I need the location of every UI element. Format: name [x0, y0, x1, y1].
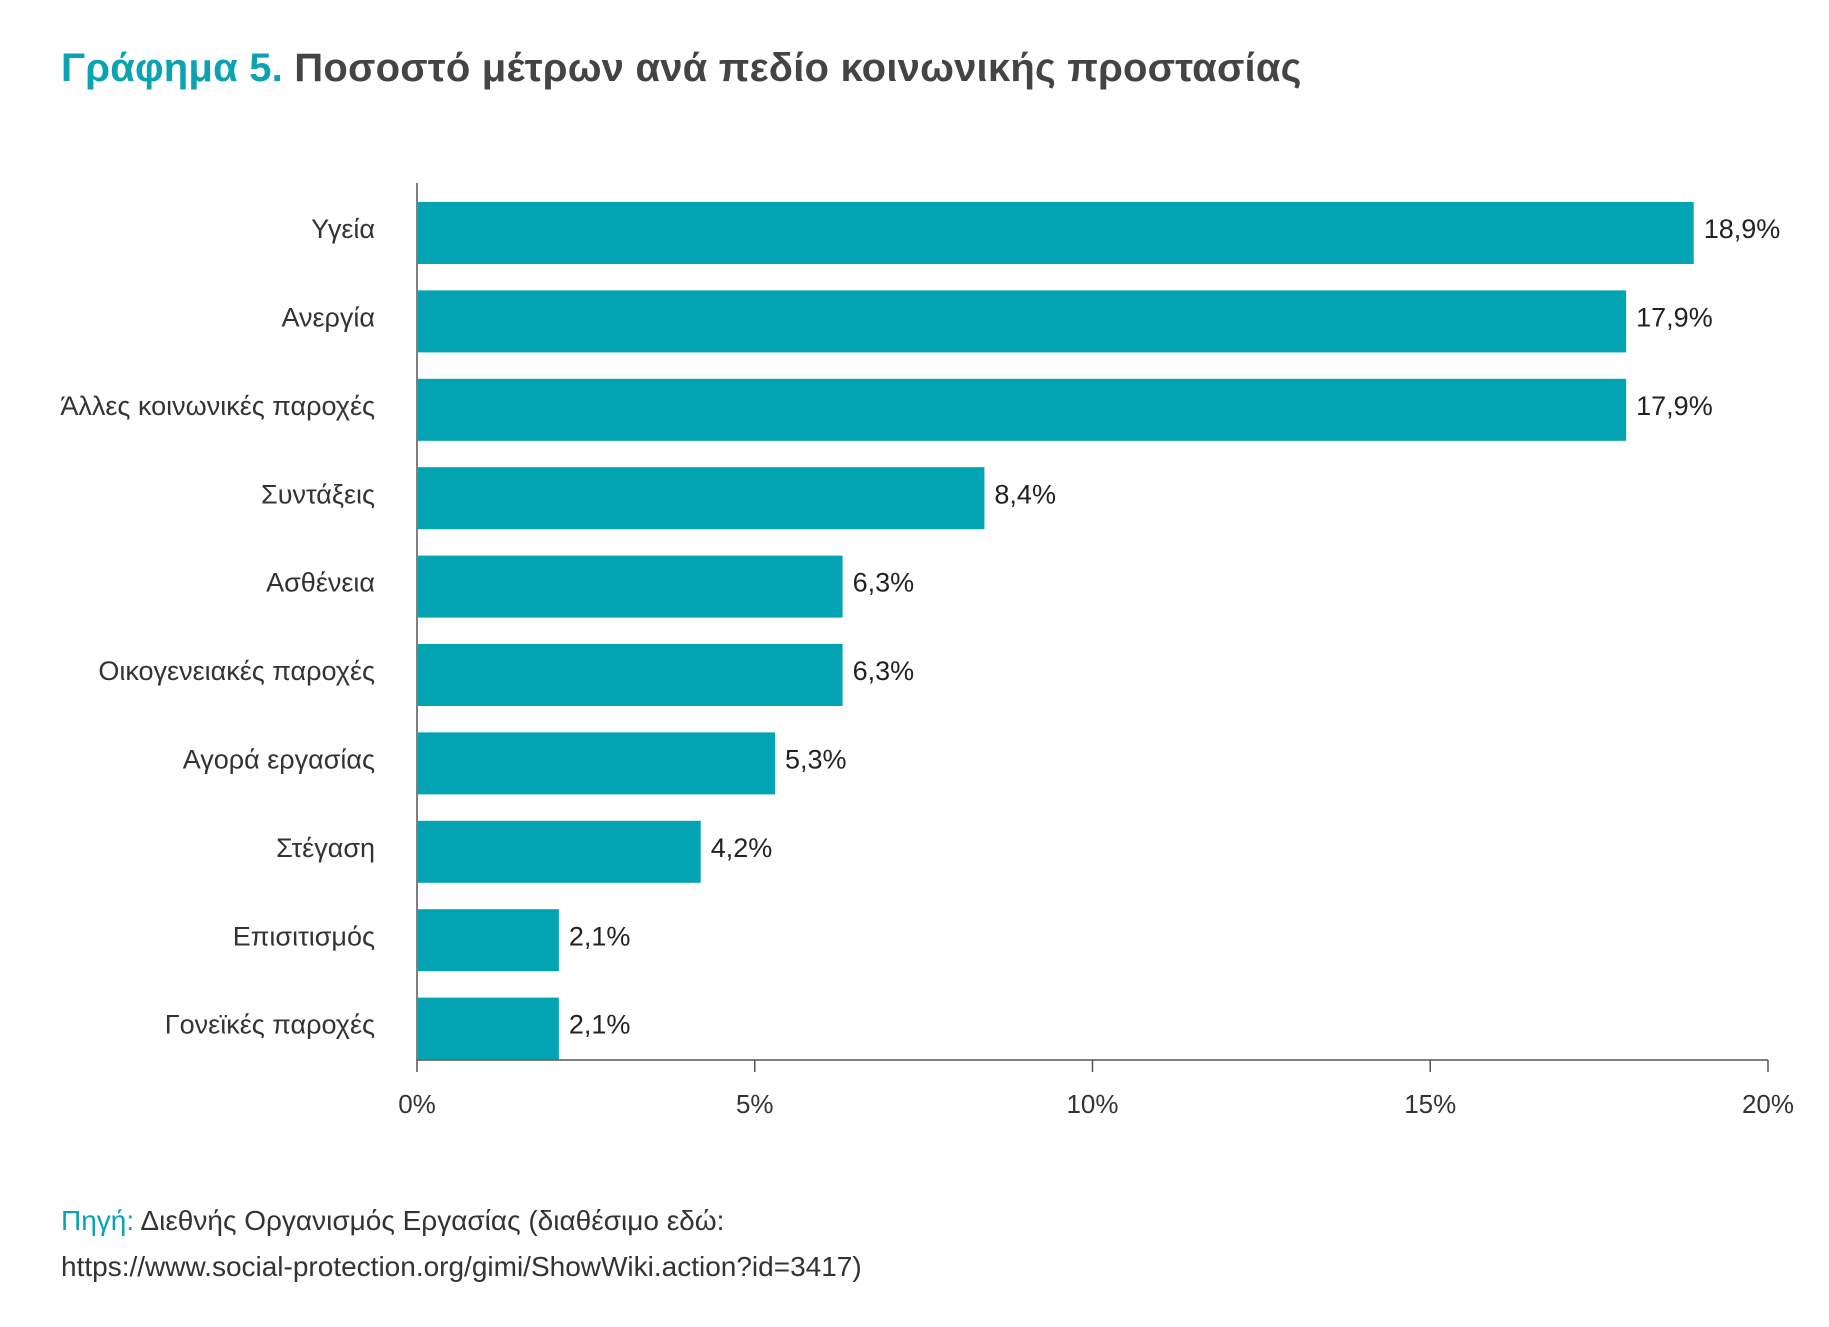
x-tick-label: 10% [1066, 1089, 1118, 1119]
category-label: Υγεία [311, 214, 375, 244]
value-label: 2,1% [569, 1010, 631, 1040]
x-tick-label: 20% [1742, 1089, 1794, 1119]
category-label: Οικογενειακές παροχές [98, 656, 375, 686]
chart-title: Γράφημα 5. Ποσοστό μέτρων ανά πεδίο κοιν… [61, 46, 1302, 91]
bar [418, 732, 776, 795]
bar [418, 202, 1694, 264]
source-url[interactable]: https://www.social-protection.org/gimi/S… [61, 1251, 862, 1282]
value-label: 8,4% [994, 479, 1056, 509]
value-label: 2,1% [569, 921, 631, 951]
value-label: 17,9% [1636, 303, 1713, 333]
x-tick-label: 0% [398, 1089, 436, 1119]
value-label: 5,3% [785, 745, 847, 775]
chart-title-main: Ποσοστό μέτρων ανά πεδίο κοινωνικής προσ… [294, 46, 1302, 90]
category-label: Ασθένεια [266, 568, 375, 598]
category-label: Επισιτισμός [233, 921, 375, 951]
value-label: 18,9% [1704, 214, 1781, 244]
category-label: Ανεργία [281, 303, 375, 333]
value-label: 4,2% [711, 833, 773, 863]
bar [418, 820, 701, 883]
x-tick-label: 15% [1404, 1089, 1456, 1119]
source-label: Πηγή: [61, 1205, 135, 1236]
bar [418, 378, 1627, 441]
x-tick-label: 5% [736, 1089, 774, 1119]
value-label: 6,3% [853, 656, 915, 686]
chart-title-prefix: Γράφημα 5. [61, 46, 283, 90]
bar [418, 909, 559, 972]
category-label: Αγορά εργασίας [183, 745, 375, 775]
bar [418, 555, 843, 618]
category-label: Συντάξεις [261, 479, 375, 509]
source-note: Πηγή: Διεθνής Οργανισμός Εργασίας (διαθέ… [61, 1198, 862, 1290]
bar [418, 467, 985, 530]
bar [418, 644, 843, 706]
value-label: 6,3% [853, 568, 915, 598]
bar [418, 997, 559, 1060]
category-label: Στέγαση [276, 833, 375, 863]
bar [418, 290, 1627, 353]
value-label: 17,9% [1636, 391, 1713, 421]
bar-chart: 0% 5% 10% 15% 20% Υγεία 18,9% Ανεργία 17,9% Άλλες… [60, 183, 1794, 1119]
source-text: Διεθνής Οργανισμός Εργασίας (διαθέσιμο ε… [140, 1205, 725, 1236]
category-label: Γονεϊκές παροχές [165, 1010, 375, 1040]
category-label: Άλλες κοινωνικές παροχές [60, 391, 375, 421]
